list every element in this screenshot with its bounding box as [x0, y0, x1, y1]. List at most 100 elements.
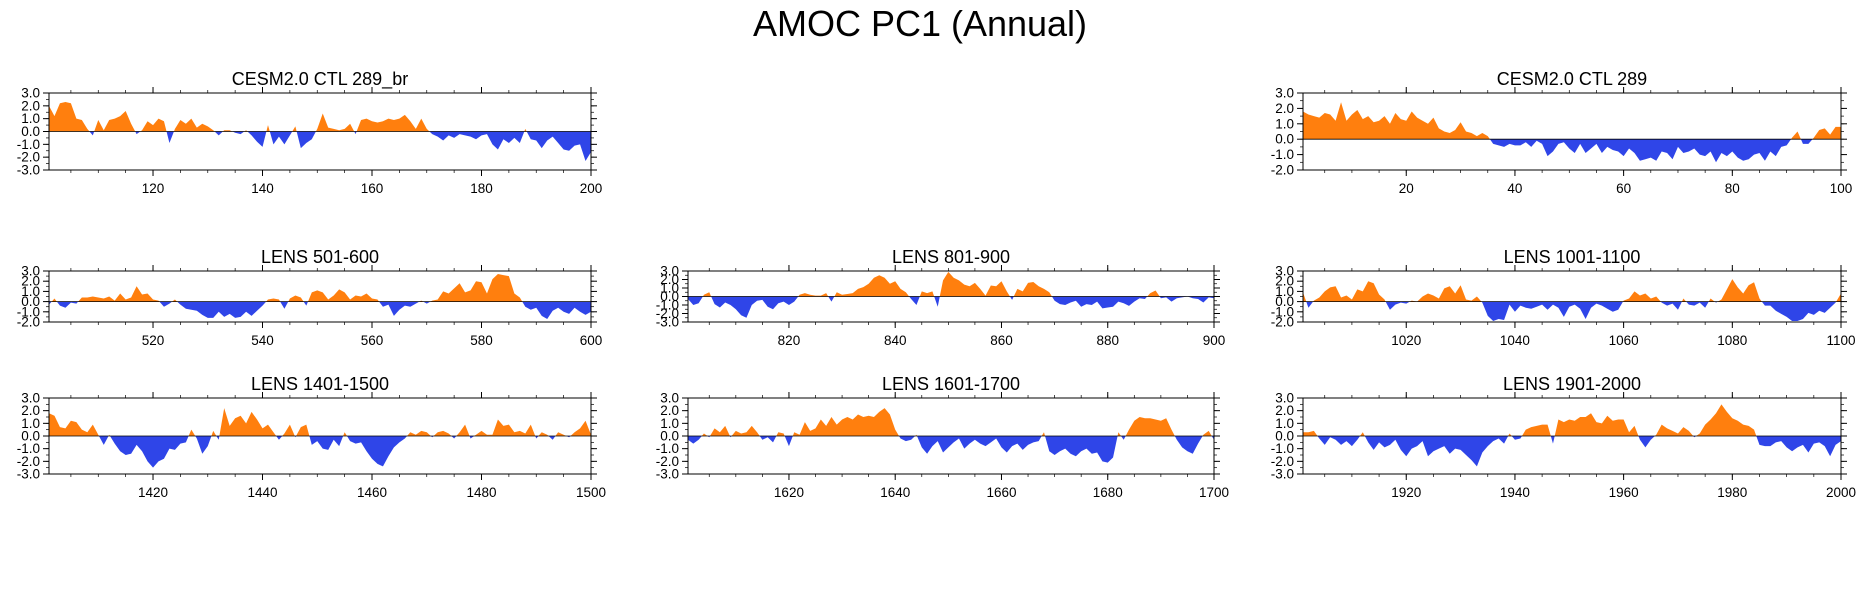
x-tick-label: 1680 [1093, 485, 1123, 500]
chart-panel-4: LENS 1001-1100 3.02.01.00.0-1.0-2.0 1020 10… [1271, 247, 1856, 348]
y-tick-label: 2.0 [21, 403, 40, 418]
y-tick-label: -2.0 [1271, 454, 1294, 469]
y-tick-label: -3.0 [1271, 467, 1294, 482]
panel-title: LENS 801-900 [892, 247, 1010, 267]
panel-title: LENS 501-600 [261, 247, 379, 267]
negative-area [49, 131, 591, 162]
x-tick-label: 1460 [357, 485, 387, 500]
y-tick-label: -1.0 [1271, 147, 1294, 162]
y-tick-label: 3.0 [21, 391, 40, 406]
x-tick-label: 1480 [466, 485, 496, 500]
y-tick-label: 2.0 [1275, 274, 1294, 289]
y-tick-label: -1.0 [17, 441, 40, 456]
y-tick-label: 3.0 [21, 264, 40, 279]
negative-area [49, 436, 591, 468]
x-tick-label: 900 [1203, 333, 1226, 348]
panel-title: LENS 1401-1500 [251, 374, 389, 394]
y-tick-label: 0.0 [1275, 294, 1294, 309]
y-tick-label: -3.0 [17, 467, 40, 482]
x-tick-label: 600 [580, 333, 603, 348]
y-tick-label: -3.0 [17, 163, 40, 178]
y-tick-label: 0.0 [21, 124, 40, 139]
x-tick-label: 580 [470, 333, 493, 348]
y-tick-label: 1.0 [21, 111, 40, 126]
y-tick-label: -2.0 [17, 454, 40, 469]
panel-title: LENS 1601-1700 [882, 374, 1020, 394]
negative-area [1303, 436, 1841, 467]
x-tick-label: 1060 [1609, 333, 1639, 348]
chart-panel-5: LENS 1401-1500 3.02.01.00.0-1.0-2.0-3.0 14… [17, 374, 606, 500]
x-tick-label: 160 [361, 181, 384, 196]
x-tick-label: 1020 [1391, 333, 1421, 348]
y-tick-label: 2.0 [21, 274, 40, 289]
x-tick-label: 1700 [1199, 485, 1229, 500]
positive-area [688, 408, 1214, 436]
x-tick-label: 80 [1725, 181, 1740, 196]
x-tick-label: 200 [580, 181, 603, 196]
x-tick-label: 880 [1096, 333, 1119, 348]
chart-panel-6: LENS 1601-1700 3.02.01.00.0-1.0-2.0-3.0 16… [656, 374, 1229, 500]
y-tick-label: 3.0 [1275, 86, 1294, 101]
positive-area [1303, 279, 1841, 302]
positive-area [49, 274, 591, 302]
negative-area [1303, 139, 1841, 163]
y-tick-label: 3.0 [660, 264, 679, 279]
y-tick-label: 0.0 [21, 294, 40, 309]
y-tick-label: 2.0 [660, 272, 679, 287]
y-tick-label: 3.0 [660, 391, 679, 406]
y-tick-label: 1.0 [660, 281, 679, 296]
x-tick-label: 140 [251, 181, 274, 196]
y-tick-label: 3.0 [1275, 264, 1294, 279]
y-tick-label: -1.0 [1271, 304, 1294, 319]
x-tick-label: 860 [990, 333, 1013, 348]
x-tick-label: 1660 [986, 485, 1016, 500]
y-tick-label: -1.0 [17, 137, 40, 152]
x-tick-label: 1940 [1500, 485, 1530, 500]
y-tick-label: -1.0 [656, 298, 679, 313]
chart-panel-7: LENS 1901-2000 3.02.01.00.0-1.0-2.0-3.0 19… [1271, 374, 1856, 500]
x-tick-label: 1080 [1717, 333, 1747, 348]
y-tick-label: 0.0 [21, 429, 40, 444]
x-tick-label: 1980 [1717, 485, 1747, 500]
y-tick-label: 1.0 [660, 416, 679, 431]
y-tick-label: 1.0 [1275, 416, 1294, 431]
positive-area [688, 271, 1214, 297]
chart-panel-1: CESM2.0 CTL 289 3.02.01.00.0-1.0-2.0 20 40 6… [1271, 69, 1853, 196]
y-tick-label: -3.0 [656, 467, 679, 482]
x-tick-label: 180 [470, 181, 493, 196]
y-tick-label: -1.0 [656, 441, 679, 456]
chart-panel-0: CESM2.0 CTL 289_br 3.02.01.00.0-1.0-2.0-3… [17, 69, 603, 196]
positive-area [1303, 102, 1841, 140]
x-tick-label: 1500 [576, 485, 606, 500]
x-tick-label: 1960 [1609, 485, 1639, 500]
panel-title: LENS 1001-1100 [1504, 247, 1641, 267]
y-tick-label: -2.0 [656, 306, 679, 321]
y-tick-label: -2.0 [656, 454, 679, 469]
x-tick-label: 520 [142, 333, 165, 348]
y-tick-label: -1.0 [1271, 441, 1294, 456]
figure-title: AMOC PC1 (Annual) [753, 3, 1087, 44]
x-tick-label: 40 [1507, 181, 1522, 196]
x-tick-label: 1620 [774, 485, 804, 500]
x-tick-label: 1920 [1391, 485, 1421, 500]
panel-title: LENS 1901-2000 [1503, 374, 1641, 394]
x-tick-label: 60 [1616, 181, 1631, 196]
x-tick-label: 1440 [247, 485, 277, 500]
x-tick-label: 1420 [138, 485, 168, 500]
x-tick-label: 840 [884, 333, 907, 348]
y-tick-label: 2.0 [660, 403, 679, 418]
y-tick-label: 3.0 [21, 86, 40, 101]
y-tick-label: 0.0 [660, 289, 679, 304]
y-tick-label: 1.0 [1275, 116, 1294, 131]
x-tick-label: 1040 [1500, 333, 1530, 348]
x-tick-label: 100 [1830, 181, 1853, 196]
y-tick-label: -2.0 [17, 150, 40, 165]
x-tick-label: 540 [251, 333, 274, 348]
negative-area [49, 301, 591, 319]
positive-area [1303, 404, 1841, 436]
chart-panel-3: LENS 801-900 3.02.01.00.0-1.0-2.0-3.0 820 8… [656, 247, 1226, 348]
y-tick-label: 2.0 [1275, 403, 1294, 418]
x-tick-label: 2000 [1826, 485, 1856, 500]
panel-title: CESM2.0 CTL 289_br [232, 69, 408, 90]
chart-panel-2: LENS 501-600 3.02.01.00.0-1.0-2.0 520 540 56… [17, 247, 603, 348]
